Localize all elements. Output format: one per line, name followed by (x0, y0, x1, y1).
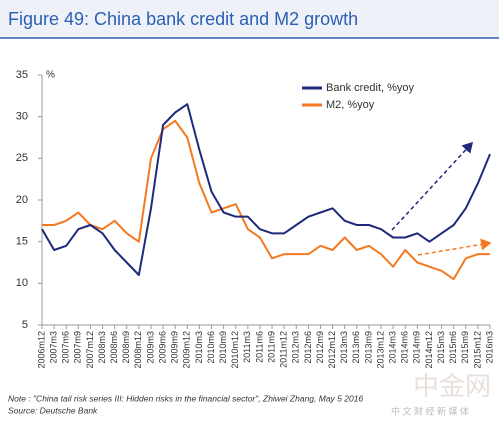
x-tick-label: 2007m12 (85, 331, 95, 369)
x-tick-label: 2011m9 (266, 331, 276, 363)
x-tick-label: 2008m9 (121, 331, 131, 364)
x-tick-label: 2013m12 (375, 331, 385, 369)
x-tick-label: 2012m3 (291, 331, 301, 364)
x-tick-label: 2015m6 (448, 331, 458, 364)
series-line (41, 103, 491, 276)
x-tick-label: 2015m3 (436, 331, 446, 364)
x-tick-label: 2009m9 (170, 331, 180, 364)
x-tick-label: 2009m6 (157, 331, 167, 364)
watermark-sub: 中 文 财 经 新 媒 体 (391, 405, 469, 416)
y-tick-label: 30 (16, 111, 28, 123)
y-tick-label: 5 (22, 319, 28, 331)
x-tick-label: 2010m12 (230, 331, 240, 369)
x-tick-label: 2007m3 (48, 331, 58, 364)
chart-title: Figure 49: China bank credit and M2 grow… (8, 9, 358, 29)
y-tick-label: 35 (16, 69, 28, 81)
legend-label: Bank credit, %yoy (326, 82, 415, 94)
x-tick-label: 2012m6 (303, 331, 313, 364)
x-tick-label: 2016m3 (484, 331, 494, 364)
source: Source: Deutsche Bank (8, 405, 98, 415)
y-tick-label: 15 (16, 236, 28, 248)
x-tick-label: 2008m6 (109, 331, 119, 364)
x-tick-label: 2013m9 (363, 331, 373, 364)
x-tick-label: 2009m3 (145, 331, 155, 364)
x-tick-label: 2015m12 (472, 331, 482, 369)
x-tick-label: 2010m3 (194, 331, 204, 364)
y-tick-label: 10 (16, 277, 28, 289)
y-tick-label: 25 (16, 152, 28, 164)
x-tick-label: 2014m6 (400, 331, 410, 364)
x-tick-label: 2014m12 (424, 331, 434, 369)
x-tick-label: 2010m9 (218, 331, 228, 364)
x-tick-label: 2008m3 (97, 331, 107, 364)
x-tick-label: 2013m6 (351, 331, 361, 364)
x-tick-label: 2014m3 (388, 331, 398, 364)
x-tick-label: 2011m6 (254, 331, 264, 363)
trend-arrow (391, 141, 474, 231)
x-tick-label: 2013m3 (339, 331, 349, 364)
trend-arrow (417, 238, 492, 256)
x-tick-label: 2007m6 (61, 331, 71, 364)
x-tick-label: 2009m12 (182, 331, 192, 369)
x-tick-label: 2014m9 (412, 331, 422, 364)
x-tick-label: 2011m3 (242, 331, 252, 363)
y-tick-label: 20 (16, 194, 28, 206)
watermark: 中金网 (413, 371, 491, 401)
y-unit: % (46, 70, 55, 81)
x-tick-label: 2006m12 (36, 331, 46, 369)
x-tick-label: 2015m9 (460, 331, 470, 364)
x-tick-label: 2007m9 (73, 331, 83, 364)
series-line (42, 119, 490, 281)
title-bar (0, 0, 499, 38)
x-tick-label: 2010m6 (206, 331, 216, 364)
note: Note : "China tail risk series III: Hidd… (8, 393, 363, 403)
legend-label: M2, %yoy (326, 99, 375, 111)
x-tick-label: 2008m12 (133, 331, 143, 369)
x-tick-label: 2012m12 (327, 331, 337, 369)
x-tick-label: 2012m9 (315, 331, 325, 364)
x-tick-label: 2011m12 (279, 331, 289, 368)
